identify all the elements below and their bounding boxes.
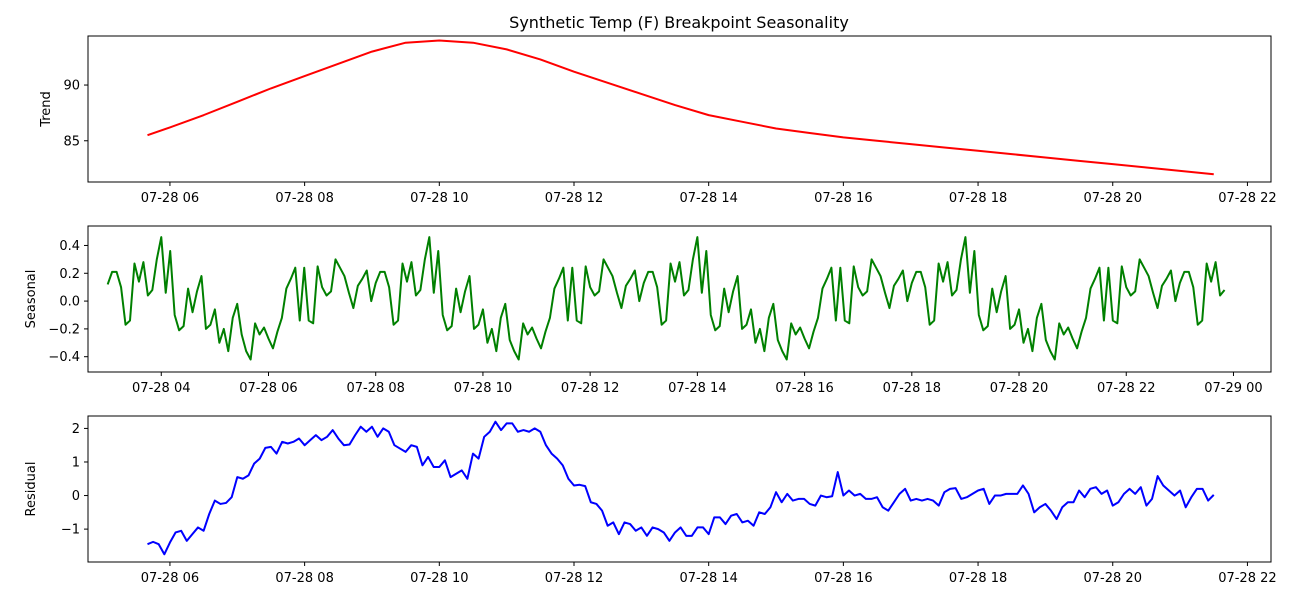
- seasonal-ytick-label: 0.2: [59, 267, 80, 282]
- residual-ytick-label: −1: [61, 523, 80, 538]
- seasonal-xtick-label: 07-28 14: [668, 381, 726, 396]
- residual-xtick-label: 07-28 16: [814, 571, 872, 586]
- trend-ytick-label: 90: [63, 79, 80, 94]
- residual-xtick-label: 07-28 18: [949, 571, 1007, 586]
- residual-ytick-label: 0: [72, 489, 80, 504]
- trend-xtick-label: 07-28 10: [410, 191, 468, 206]
- residual-xtick-label: 07-28 06: [141, 571, 199, 586]
- seasonal-ytick-label: −0.4: [48, 350, 80, 365]
- trend-xtick-label: 07-28 14: [679, 191, 737, 206]
- residual-xtick-label: 07-28 20: [1084, 571, 1142, 586]
- seasonal-xtick-label: 07-29 00: [1204, 381, 1262, 396]
- seasonal-xtick-label: 07-28 06: [239, 381, 297, 396]
- trend-xtick-label: 07-28 18: [949, 191, 1007, 206]
- residual-ytick-label: 1: [72, 455, 80, 470]
- seasonal-panel: −0.4 −0.2 0.0 0.2 0.4 07-28 04 07-28 06 07-28 0…: [24, 225, 1272, 396]
- seasonal-series-line: [106, 236, 1226, 361]
- seasonal-xtick-label: 07-28 16: [775, 381, 833, 396]
- trend-xtick-label: 07-28 16: [814, 191, 872, 206]
- trend-axes-frame: [87, 35, 1272, 183]
- trend-xtick-label: 07-28 06: [141, 191, 199, 206]
- trend-xtick-label: 07-28 12: [545, 191, 603, 206]
- seasonal-xtick-label: 07-28 10: [454, 381, 512, 396]
- seasonal-xtick-label: 07-28 08: [346, 381, 404, 396]
- seasonal-xtick-label: 07-28 12: [561, 381, 619, 396]
- chart-title: Synthetic Temp (F) Breakpoint Seasonalit…: [509, 13, 849, 32]
- residual-panel: −1 0 1 2 07-28 06 07-28 08 07-28 10 07-28 12 07-…: [24, 415, 1277, 586]
- seasonal-ytick-label: 0.0: [59, 295, 80, 310]
- seasonal-xtick-label: 07-28 20: [990, 381, 1048, 396]
- residual-xtick-label: 07-28 12: [545, 571, 603, 586]
- residual-xtick-label: 07-28 14: [679, 571, 737, 586]
- trend-panel: 85 90 07-28 06 07-28 08 07-28 10 07-28 12 07-2…: [39, 35, 1277, 206]
- seasonal-ylabel: Seasonal: [24, 270, 39, 329]
- residual-xtick-label: 07-28 10: [410, 571, 468, 586]
- seasonal-xtick-label: 07-28 18: [883, 381, 941, 396]
- seasonal-axes-frame: [87, 225, 1272, 373]
- residual-ytick-label: 2: [72, 422, 80, 437]
- trend-xtick-label: 07-28 08: [275, 191, 333, 206]
- trend-ytick-label: 85: [63, 134, 80, 149]
- trend-series-line: [147, 39, 1214, 176]
- residual-xtick-label: 07-28 22: [1218, 571, 1276, 586]
- trend-xtick-label: 07-28 22: [1218, 191, 1276, 206]
- seasonal-xtick-label: 07-28 22: [1097, 381, 1155, 396]
- trend-xtick-label: 07-28 20: [1084, 191, 1142, 206]
- seasonal-ytick-label: 0.4: [59, 239, 80, 254]
- residual-xtick-label: 07-28 08: [275, 571, 333, 586]
- residual-series-line: [147, 420, 1215, 556]
- residual-ylabel: Residual: [24, 462, 39, 517]
- residual-axes-frame: [87, 415, 1272, 563]
- trend-ylabel: Trend: [39, 91, 54, 128]
- seasonal-ytick-label: −0.2: [48, 322, 80, 337]
- seasonal-xtick-label: 07-28 04: [132, 381, 190, 396]
